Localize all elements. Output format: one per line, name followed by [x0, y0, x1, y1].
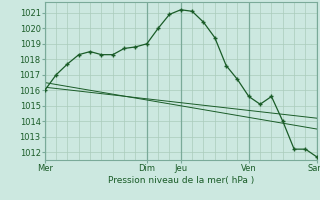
X-axis label: Pression niveau de la mer( hPa ): Pression niveau de la mer( hPa ): [108, 176, 254, 185]
